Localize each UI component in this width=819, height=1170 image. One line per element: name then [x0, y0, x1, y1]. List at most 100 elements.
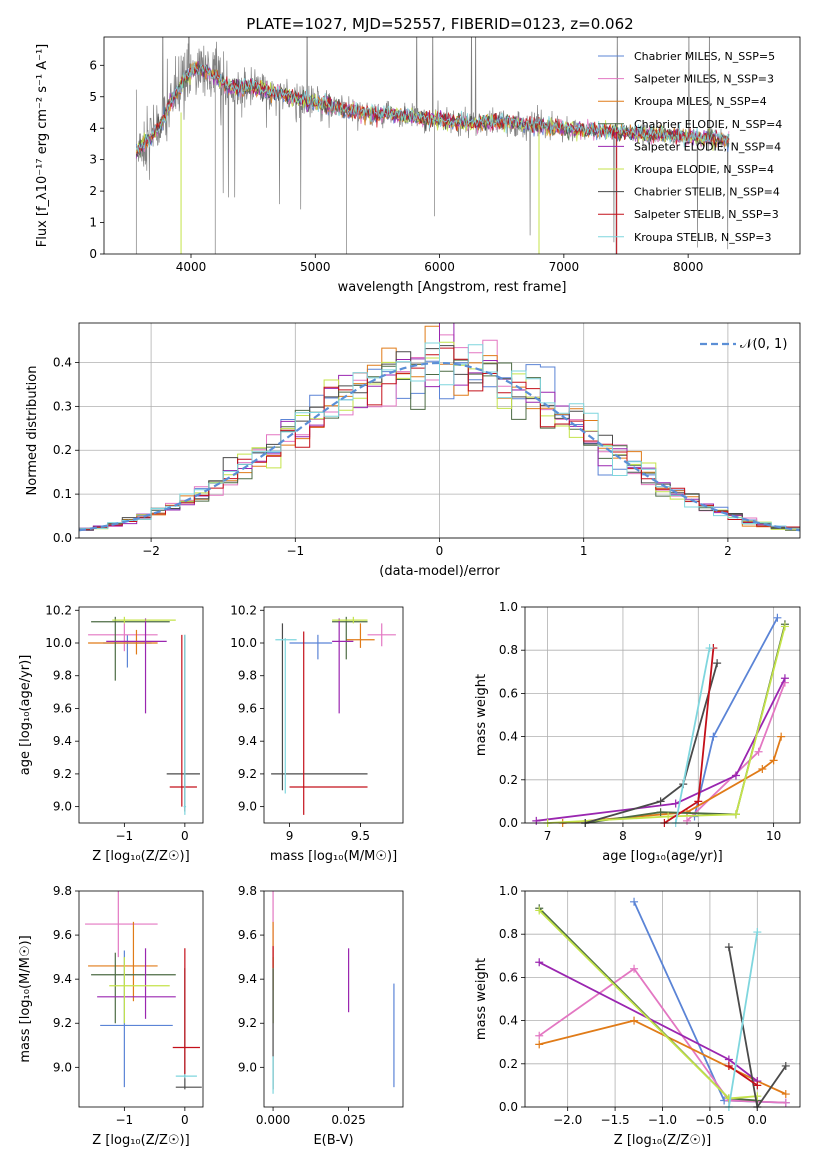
y-tick-label: 0: [89, 247, 97, 261]
x-tick-label: 0.025: [331, 1113, 365, 1127]
weight-line-salpeter_elodie: [538, 961, 758, 1082]
y-tick-label: 9.4: [53, 972, 72, 986]
y-tick-label: 0.1: [53, 487, 72, 501]
legend-label: Chabrier MILES, N_SSP=5: [634, 50, 775, 63]
axes-frame: [78, 606, 204, 824]
y-axis-label: Flux [f_λ10⁻¹⁷ erg cm⁻² s⁻¹ A⁻¹]: [35, 44, 50, 248]
x-tick-label: 0: [181, 1113, 189, 1127]
y-tick-label: 9.2: [238, 1016, 257, 1030]
residual-histogram-panel: −2 −1 0 1 2 0.0 0.1 0.2 0.3 0.4 (data-model)/error…: [25, 322, 801, 579]
weight-point-salpeter_elodie: [532, 816, 541, 825]
weight-point-salpeter_elodie: [731, 771, 740, 780]
legend-label: 𝒩(0, 1): [740, 337, 787, 352]
y-tick-label: 6: [89, 58, 97, 72]
legend-label: Kroupa MILES, N_SSP=4: [634, 95, 767, 108]
histogram-plot-area: [79, 323, 800, 532]
errorbar-plot-area: [88, 616, 200, 815]
x-tick-label: 6000: [424, 260, 455, 274]
y-tick-label: 9.4: [53, 734, 72, 748]
axes-frame: [103, 36, 801, 255]
axes-frame: [263, 890, 404, 1108]
weight-line-kroupa_elodie: [547, 626, 786, 824]
y-axis-label: mass weight: [474, 958, 489, 1040]
x-tick-label: −1: [116, 829, 134, 843]
weight-point-kroupa_miles: [769, 756, 778, 765]
weight-point-salpeter_stelib: [724, 1061, 733, 1070]
weight-point-salpeter_miles: [682, 816, 691, 825]
weight-point-salpeter_miles: [754, 747, 763, 756]
x-tick-label: 7: [544, 829, 552, 843]
histogram-kroupa_stelib: [79, 342, 800, 529]
weight-line-salpeter_elodie: [536, 677, 786, 822]
y-tick-label: 0.0: [499, 816, 518, 830]
errorbar-plot-area: [85, 891, 202, 1090]
y-tick-label: 9.8: [238, 884, 257, 898]
y-tick-label: 10.0: [230, 636, 257, 650]
weight-point-kroupa_elodie: [724, 1094, 733, 1103]
weight-point-salpeter_stelib: [694, 797, 703, 806]
y-tick-label: 10.2: [230, 603, 257, 617]
y-tick-label: 0.3: [53, 399, 72, 413]
x-axis-label: Z [log₁₀(Z/Z☉)]: [614, 1133, 711, 1148]
axes-frame: [524, 606, 801, 824]
x-axis-label: Z [log₁₀(Z/Z☉)]: [92, 849, 189, 864]
y-tick-label: 10.2: [45, 603, 72, 617]
x-tick-label: 2: [724, 544, 732, 558]
figure-title: PLATE=1027, MJD=52557, FIBERID=0123, z=0…: [246, 15, 633, 33]
x-tick-label: 9: [286, 829, 294, 843]
y-tick-label: 1.0: [499, 884, 518, 898]
y-tick-label: 4: [89, 121, 97, 135]
x-tick-label: 8: [619, 829, 627, 843]
weight-point-kroupa_elodie: [535, 906, 544, 915]
x-axis-label: mass [log₁₀(M/M☉)]: [270, 849, 397, 864]
x-tick-label: 0.0: [748, 1113, 767, 1127]
weight-point-salpeter_stelib: [753, 1081, 762, 1090]
weight-point-kroupa_miles: [758, 765, 767, 773]
x-tick-label: 9: [694, 829, 702, 843]
y-tick-label: 9.2: [238, 767, 257, 781]
weight-point-chabrier_stelib: [713, 659, 722, 668]
axes-frame: [263, 606, 404, 824]
weight-point-kroupa_stelib: [753, 928, 762, 937]
x-tick-label: 0.000: [256, 1113, 290, 1127]
x-axis-label: wavelength [Angstrom, rest frame]: [338, 280, 567, 295]
y-tick-label: 9.6: [53, 928, 72, 942]
weight-point-chabrier_elodie: [656, 808, 665, 817]
y-tick-label: 0.6: [499, 686, 518, 700]
x-tick-label: 10: [766, 829, 781, 843]
y-tick-label: 9.8: [53, 669, 72, 683]
weight-point-chabrier_miles: [773, 613, 782, 622]
y-tick-label: 0.2: [53, 443, 72, 457]
y-tick-label: 0.4: [499, 1014, 518, 1028]
y-tick-label: 9.0: [238, 1060, 257, 1074]
y-axis-label: mass weight: [474, 674, 489, 756]
weight-point-chabrier_miles: [709, 732, 718, 741]
weight-point-kroupa_miles: [781, 1090, 790, 1099]
legend-label: Chabrier STELIB, N_SSP=4: [634, 186, 780, 199]
z-mass-panel: −1 0 9.0 9.2 9.4 9.6 9.8 Z [log₁₀(Z/Z☉)] mass [l…: [18, 884, 204, 1148]
x-tick-label: 8000: [673, 260, 704, 274]
x-tick-label: 7000: [549, 260, 580, 274]
axes-frame: [78, 890, 204, 1108]
normal-curve: [79, 361, 800, 532]
legend-label: Salpeter STELIB, N_SSP=3: [634, 208, 779, 221]
weight-line-salpeter_stelib: [728, 1065, 758, 1087]
x-tick-label: −1: [116, 1113, 134, 1127]
y-tick-label: 0.8: [499, 643, 518, 657]
weight-point-kroupa_miles: [630, 1016, 639, 1025]
y-axis-label: age [log₁₀(age/yr)]: [18, 655, 33, 776]
x-tick-label: 0: [181, 829, 189, 843]
y-tick-label: 0.2: [499, 1057, 518, 1071]
weight-line-kroupa_stelib: [674, 647, 711, 824]
y-tick-label: 5: [89, 90, 97, 104]
weight-line-chabrier_elodie: [538, 907, 758, 1102]
spectrum-plot-area: [135, 37, 730, 254]
legend-label: Salpeter MILES, N_SSP=3: [634, 73, 774, 86]
weight-point-chabrier_stelib: [724, 943, 733, 952]
weight-point-salpeter_miles: [630, 964, 639, 973]
x-tick-label: 0: [436, 544, 444, 558]
y-tick-label: 9.0: [53, 1060, 72, 1074]
weight-point-chabrier_stelib: [781, 1061, 790, 1070]
weight-point-salpeter_miles: [781, 1098, 790, 1107]
